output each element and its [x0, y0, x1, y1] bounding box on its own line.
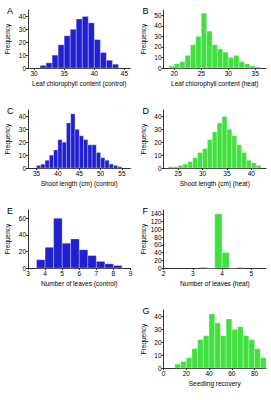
svg-text:20: 20 [183, 370, 191, 377]
svg-text:10: 10 [154, 54, 162, 61]
svg-text:20: 20 [154, 257, 162, 264]
svg-text:A: A [7, 6, 13, 16]
svg-text:10: 10 [19, 52, 27, 59]
svg-text:40: 40 [154, 22, 162, 29]
svg-text:Frequency: Frequency [140, 123, 148, 154]
svg-text:3: 3 [191, 270, 195, 277]
svg-text:40: 40 [19, 13, 27, 20]
svg-text:100: 100 [151, 226, 162, 233]
svg-text:F: F [143, 206, 149, 216]
svg-text:40: 40 [54, 170, 62, 177]
svg-text:7: 7 [95, 270, 99, 277]
svg-text:Frequency: Frequency [140, 223, 148, 254]
svg-text:55: 55 [118, 170, 126, 177]
svg-text:0: 0 [157, 264, 162, 272]
svg-text:30: 30 [19, 126, 27, 133]
svg-text:20: 20 [154, 139, 162, 146]
svg-text:45: 45 [121, 70, 129, 77]
svg-text:Shoot length (cm) (control): Shoot length (cm) (control) [41, 180, 118, 188]
svg-text:40: 40 [91, 70, 99, 77]
svg-text:35: 35 [33, 170, 41, 177]
svg-text:Frequency: Frequency [140, 323, 148, 354]
svg-text:20: 20 [154, 43, 162, 50]
svg-text:Leaf chlorophyll content (heat: Leaf chlorophyll content (heat) [171, 80, 258, 88]
svg-text:G: G [143, 306, 150, 316]
svg-text:35: 35 [61, 70, 69, 77]
svg-text:35: 35 [223, 170, 231, 177]
svg-text:60: 60 [228, 370, 236, 377]
svg-text:0: 0 [158, 165, 162, 172]
svg-text:30: 30 [154, 326, 162, 333]
svg-text:Number of leaves (heat): Number of leaves (heat) [180, 280, 250, 288]
svg-text:40: 40 [19, 231, 27, 238]
svg-text:Frequency: Frequency [4, 23, 12, 54]
svg-text:30: 30 [30, 70, 38, 77]
svg-text:20: 20 [19, 39, 27, 46]
svg-text:30: 30 [154, 33, 162, 40]
svg-text:E: E [7, 206, 13, 216]
svg-text:20: 20 [19, 248, 27, 255]
svg-text:0: 0 [157, 364, 162, 372]
svg-text:140: 140 [151, 210, 162, 217]
svg-text:Leaf chlorophyll content (cont: Leaf chlorophyll content (control) [32, 80, 126, 88]
svg-text:30: 30 [19, 26, 27, 33]
svg-text:Shoot length (cm) (heat): Shoot length (cm) (heat) [180, 180, 250, 188]
svg-text:45: 45 [76, 170, 84, 177]
svg-text:60: 60 [19, 215, 27, 222]
svg-text:30: 30 [154, 126, 162, 133]
svg-text:B: B [143, 6, 149, 16]
svg-text:35: 35 [252, 70, 260, 77]
svg-text:6: 6 [77, 270, 81, 277]
svg-text:60: 60 [154, 241, 162, 248]
svg-text:Frequency: Frequency [140, 23, 148, 54]
svg-text:0: 0 [22, 165, 26, 172]
svg-text:5: 5 [60, 270, 64, 277]
svg-text:40: 40 [205, 370, 213, 377]
svg-text:4: 4 [220, 270, 224, 277]
svg-text:Seedling recovery: Seedling recovery [189, 380, 242, 388]
svg-text:40: 40 [248, 170, 256, 177]
svg-text:50: 50 [97, 170, 105, 177]
svg-text:8: 8 [112, 270, 116, 277]
svg-text:Frequency: Frequency [4, 223, 12, 254]
svg-text:40: 40 [19, 113, 27, 120]
svg-text:5: 5 [250, 270, 254, 277]
svg-text:40: 40 [154, 249, 162, 256]
svg-text:9: 9 [129, 270, 133, 277]
svg-text:0: 0 [158, 65, 162, 72]
svg-text:30: 30 [225, 70, 233, 77]
svg-text:10: 10 [154, 152, 162, 159]
svg-text:80: 80 [251, 370, 259, 377]
svg-text:Frequency: Frequency [4, 123, 12, 154]
svg-text:50: 50 [154, 12, 162, 19]
svg-text:120: 120 [151, 218, 162, 225]
svg-text:2: 2 [162, 270, 166, 277]
svg-text:D: D [143, 106, 150, 116]
svg-text:4: 4 [43, 270, 47, 277]
svg-text:40: 40 [154, 113, 162, 120]
svg-text:Number of leaves (control): Number of leaves (control) [41, 280, 118, 288]
svg-text:10: 10 [154, 352, 162, 359]
svg-text:3: 3 [26, 270, 30, 277]
svg-text:20: 20 [19, 139, 27, 146]
svg-text:0: 0 [22, 264, 26, 272]
svg-text:0: 0 [162, 370, 166, 377]
svg-text:25: 25 [175, 170, 183, 177]
svg-text:10: 10 [19, 152, 27, 159]
svg-text:80: 80 [154, 234, 162, 241]
svg-text:20: 20 [171, 70, 179, 77]
svg-text:C: C [7, 106, 14, 116]
svg-text:30: 30 [199, 170, 207, 177]
svg-text:40: 40 [154, 313, 162, 320]
svg-text:20: 20 [154, 339, 162, 346]
svg-text:25: 25 [198, 70, 206, 77]
svg-text:0: 0 [22, 65, 26, 72]
